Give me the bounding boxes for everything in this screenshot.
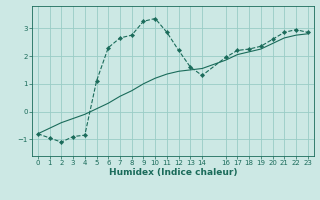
X-axis label: Humidex (Indice chaleur): Humidex (Indice chaleur) (108, 168, 237, 177)
